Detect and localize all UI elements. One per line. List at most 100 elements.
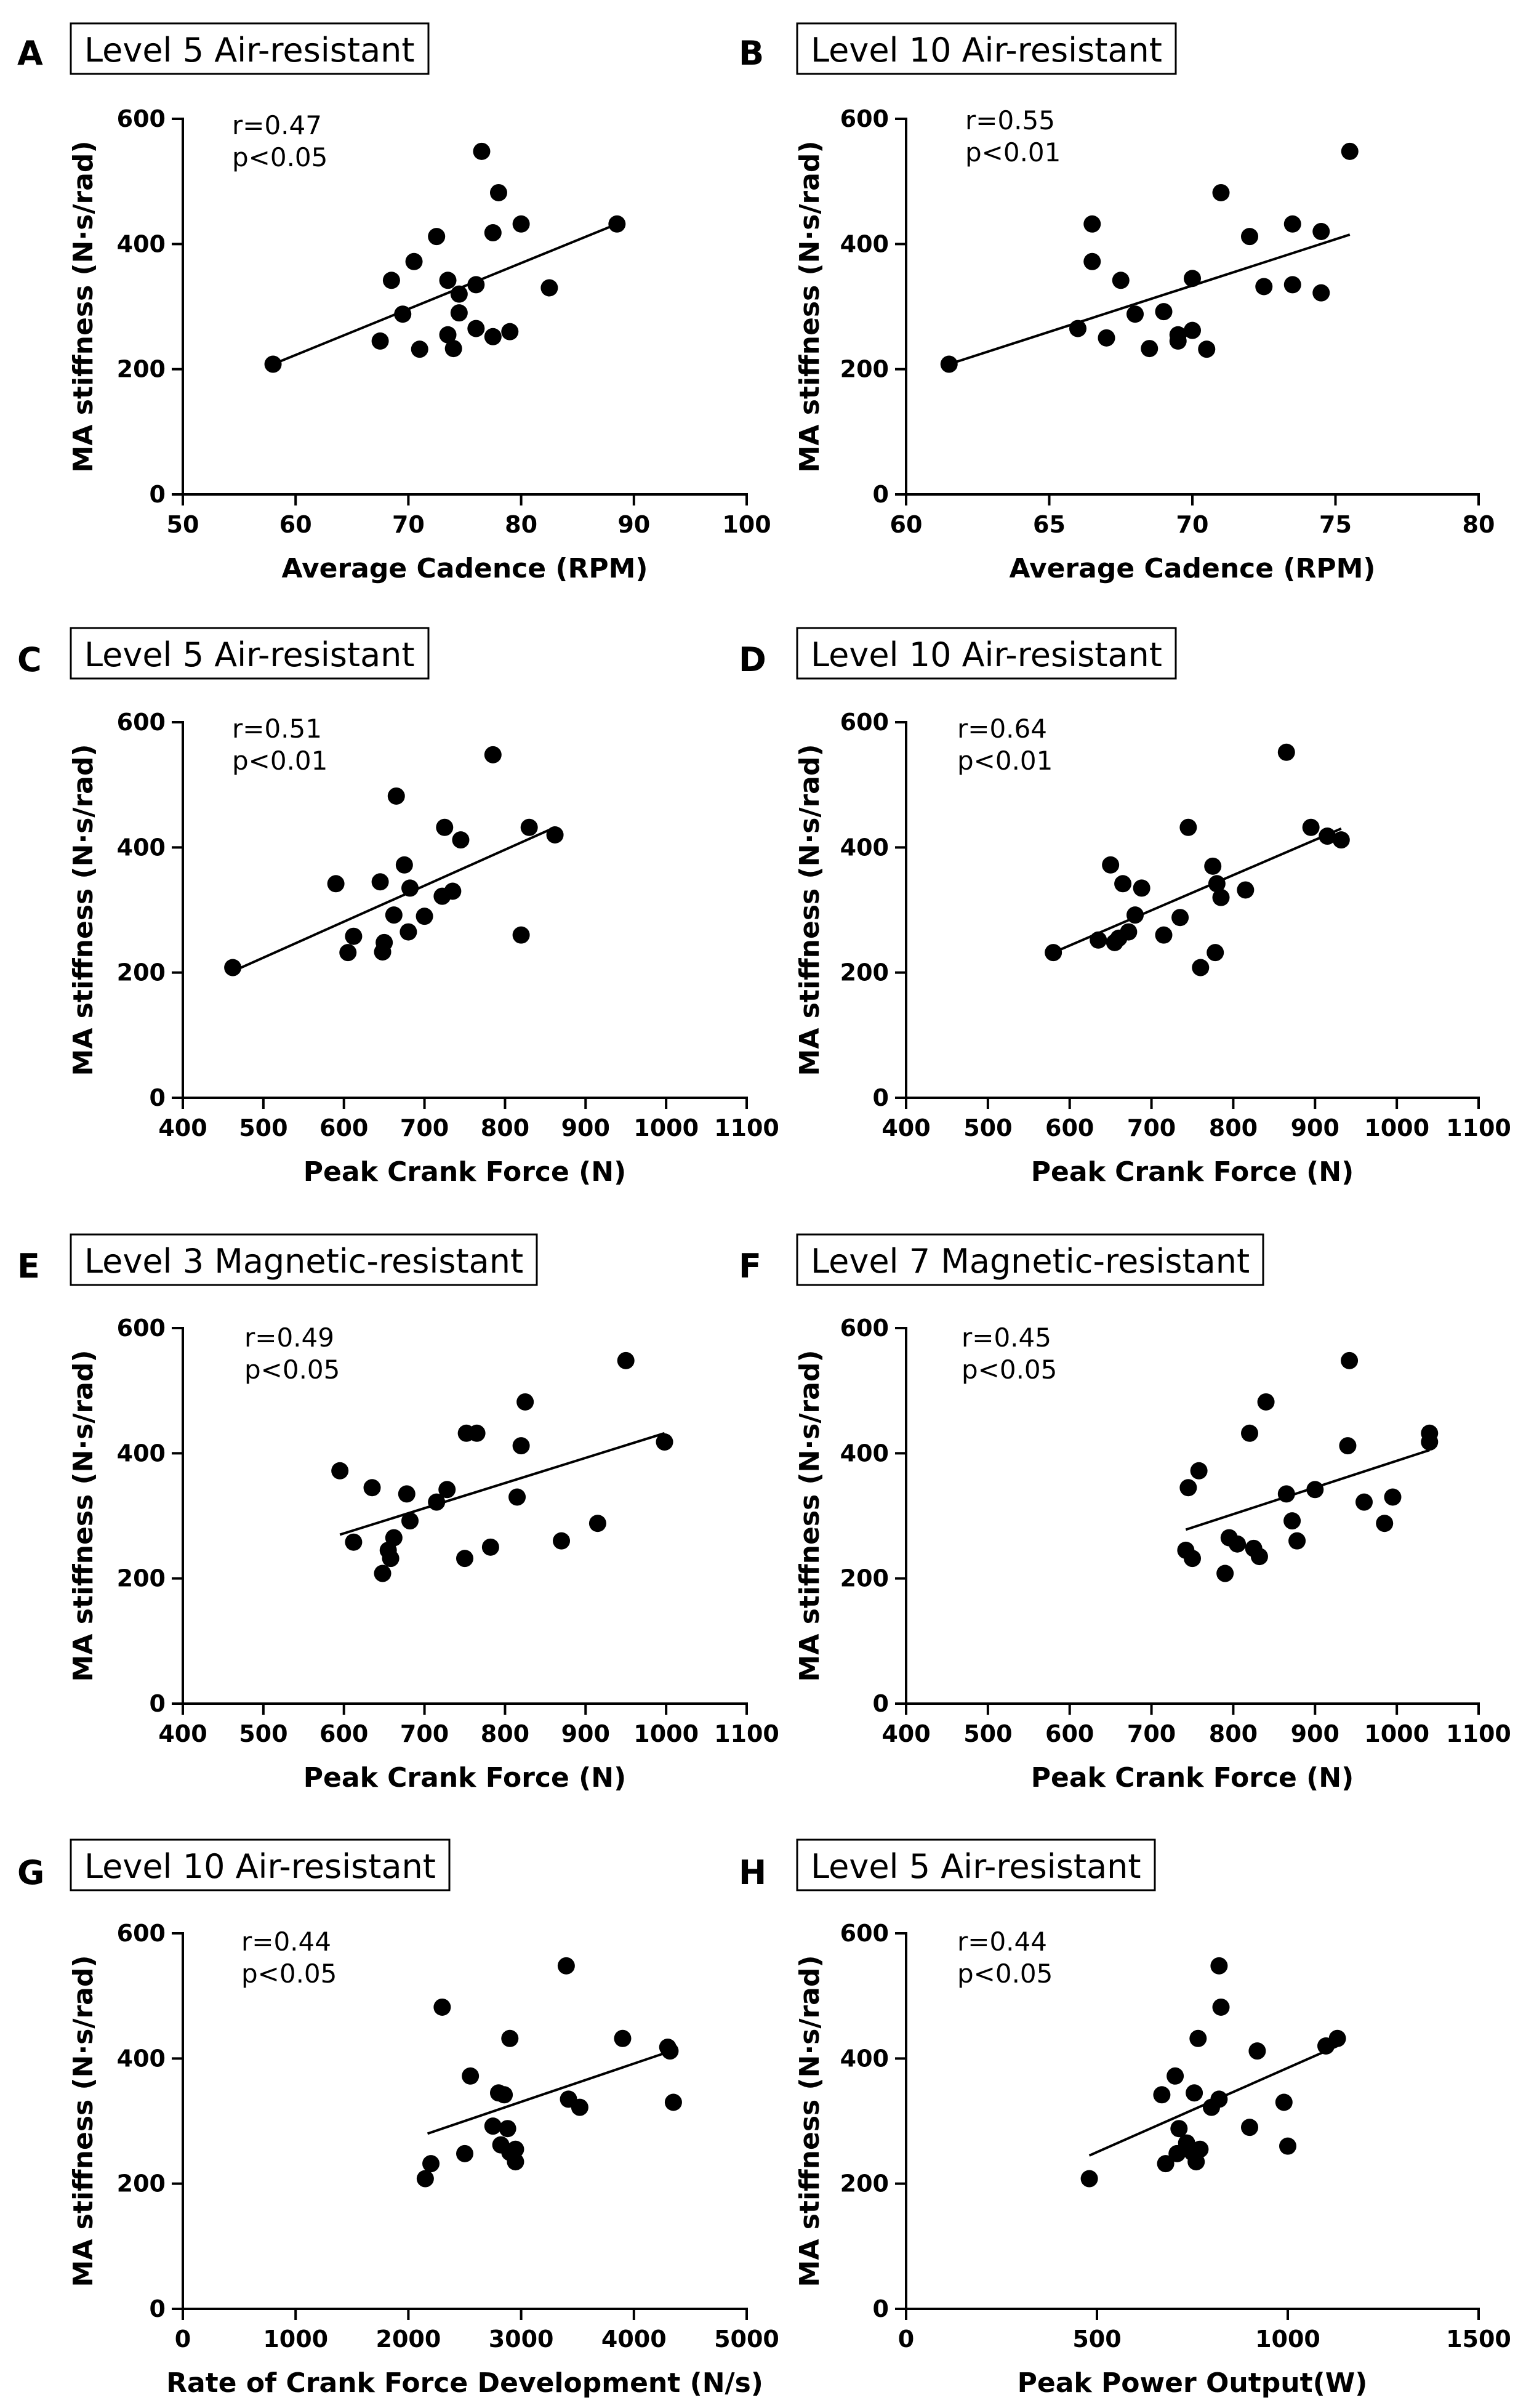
data-point	[462, 2067, 480, 2085]
title-box	[70, 22, 430, 75]
x-tick-label: 1100	[1446, 1720, 1511, 1747]
chart-title: Level 7 Magnetic-resistant	[811, 1242, 1250, 1281]
x-tick-label: 400	[158, 1114, 207, 1142]
y-tick-label: 400	[117, 230, 166, 257]
regression-line	[1053, 827, 1342, 954]
x-tick-label: 50	[167, 511, 199, 538]
data-point	[1328, 2029, 1346, 2047]
y-tick-label: 0	[873, 1084, 889, 1111]
data-point	[507, 2153, 524, 2171]
regression-line	[272, 222, 618, 366]
x-tick-label: 900	[1291, 1114, 1339, 1142]
x-tick-label: 700	[400, 1114, 449, 1142]
data-point	[363, 1479, 381, 1497]
x-tick-label: 900	[1291, 1720, 1339, 1747]
data-point	[1384, 1488, 1402, 1506]
data-point	[450, 285, 468, 303]
x-axis-label: Rate of Crank Force Development (N/s)	[166, 2367, 763, 2399]
p-value: p<0.05	[244, 1355, 340, 1385]
data-point	[450, 304, 468, 322]
x-tick-label: 80	[505, 511, 537, 538]
data-point	[428, 228, 446, 246]
y-tick-label: 400	[117, 2045, 166, 2072]
x-axis-label: Peak Crank Force (N)	[303, 1762, 626, 1794]
correlation-r: r=0.55	[965, 105, 1055, 135]
data-point	[382, 272, 400, 289]
data-point	[501, 2029, 519, 2047]
data-point	[1255, 278, 1273, 296]
p-value: p<0.05	[241, 1959, 337, 1989]
data-point	[467, 320, 485, 337]
data-point	[1312, 223, 1330, 240]
data-point	[1207, 944, 1224, 962]
x-tick-label: 600	[319, 1114, 368, 1142]
data-point	[375, 933, 393, 951]
y-tick-label: 0	[150, 1084, 166, 1111]
data-point	[416, 908, 433, 925]
data-point	[1120, 923, 1138, 941]
data-point	[1171, 909, 1189, 927]
x-tick-label: 400	[881, 1114, 930, 1142]
data-point	[1306, 1481, 1324, 1499]
data-point	[400, 923, 417, 941]
data-point	[345, 1533, 363, 1551]
chart-title: Level 5 Air-resistant	[811, 1847, 1141, 1886]
data-point	[1179, 818, 1197, 836]
data-point	[1341, 142, 1359, 160]
data-point	[345, 927, 363, 945]
y-tick-label: 600	[840, 105, 889, 132]
panel-letter: H	[739, 1853, 766, 1892]
x-axis-label: Average Cadence (RPM)	[1009, 553, 1375, 584]
y-tick-label: 0	[873, 2295, 889, 2322]
x-axis-label: Peak Power Output(W)	[1018, 2367, 1368, 2399]
regression-line	[949, 233, 1351, 366]
data-point	[1133, 879, 1151, 897]
p-value: p<0.01	[957, 746, 1053, 776]
correlation-r: r=0.47	[232, 110, 322, 140]
data-point	[507, 2140, 524, 2158]
regression-line	[232, 826, 556, 973]
data-point	[1339, 1437, 1357, 1455]
data-point	[444, 340, 462, 358]
data-point	[1090, 931, 1107, 949]
chart-panel-b: B Level 10 Air-resistant r=0.55p<0.01 0 200 4…	[739, 22, 1495, 584]
data-point	[339, 944, 357, 962]
data-point	[1208, 875, 1226, 893]
x-tick-label: 1000	[633, 1114, 699, 1142]
chart-panel-h: H Level 5 Air-resistant r=0.44p<0.05 0 200 40…	[739, 1838, 1511, 2399]
data-point	[1098, 329, 1115, 347]
data-point	[1277, 1485, 1295, 1503]
data-point	[1045, 944, 1062, 962]
data-point	[1277, 743, 1295, 761]
y-tick-label: 0	[150, 2295, 166, 2322]
data-point	[394, 305, 412, 323]
y-tick-label: 0	[873, 1690, 889, 1717]
regression-line	[339, 1432, 665, 1536]
y-tick-label: 200	[840, 356, 889, 383]
chart-title: Level 3 Magnetic-resistant	[84, 1242, 523, 1281]
y-tick-label: 600	[840, 709, 889, 736]
data-point	[512, 926, 530, 944]
data-point	[557, 1957, 575, 1975]
chart-panel-e: E Level 3 Magnetic-resistant r=0.49p<0.05 0…	[17, 1233, 779, 1794]
data-point	[553, 1532, 571, 1550]
data-point	[484, 224, 502, 242]
panel-letter: F	[739, 1247, 761, 1286]
y-tick-label: 200	[117, 1565, 166, 1592]
title-box	[796, 1233, 1264, 1286]
data-point	[661, 2042, 679, 2060]
chart-panel-g: G Level 10 Air-resistant r=0.44p<0.05 0 200 4…	[17, 1838, 779, 2399]
data-point	[401, 1512, 419, 1530]
x-tick-label: 1100	[714, 1720, 779, 1747]
x-tick-label: 700	[1127, 1114, 1176, 1142]
correlation-r: r=0.45	[962, 1323, 1051, 1353]
p-value: p<0.05	[957, 1959, 1053, 1989]
x-tick-label: 70	[1176, 511, 1209, 538]
data-point	[1312, 284, 1330, 302]
data-point	[1319, 827, 1336, 845]
data-point	[385, 1529, 403, 1547]
x-tick-label: 800	[481, 1720, 529, 1747]
y-axis-label: MA stiffness (N·s/rad)	[794, 1955, 825, 2287]
data-point	[1155, 926, 1173, 944]
y-axis-label: MA stiffness (N·s/rad)	[794, 744, 825, 1076]
